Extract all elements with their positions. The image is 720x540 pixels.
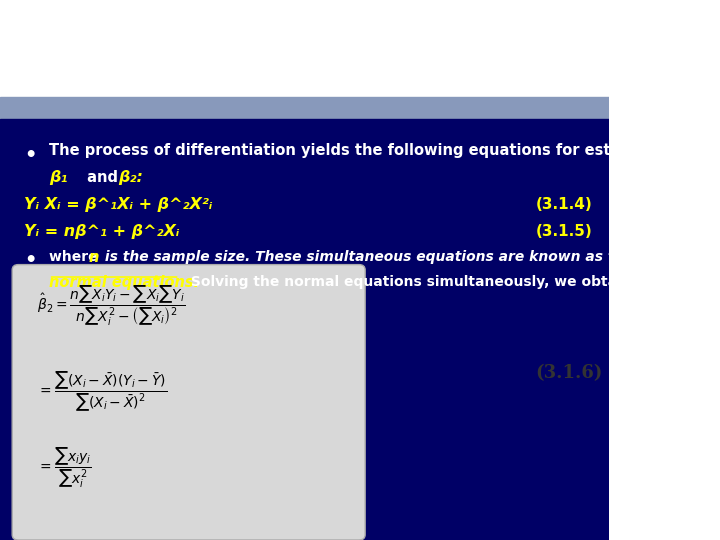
Text: is the sample size. These simultaneous equations are known as the: is the sample size. These simultaneous e…	[100, 250, 634, 264]
Text: Solving the normal equations simultaneously, we obtain:: Solving the normal equations simultaneou…	[186, 275, 636, 289]
Text: Yᵢ Xᵢ = β^₁Xᵢ + β^₂X²ᵢ: Yᵢ Xᵢ = β^₁Xᵢ + β^₂X²ᵢ	[24, 197, 212, 212]
Text: (3.1.6): (3.1.6)	[536, 363, 603, 382]
Text: n: n	[89, 250, 99, 265]
Text: •: •	[24, 146, 37, 165]
Bar	[0, 119, 608, 540]
Bar	[0, 97, 608, 119]
Text: where: where	[49, 250, 102, 264]
Text: (3.1.4): (3.1.4)	[536, 197, 593, 212]
Text: $= \dfrac{\sum(X_i - \bar{X})(Y_i - \bar{Y})}{\sum(X_i - \bar{X})^2}$: $= \dfrac{\sum(X_i - \bar{X})(Y_i - \bar…	[37, 370, 166, 414]
Text: $= \dfrac{\sum x_i y_i}{\sum x_i^2}$: $= \dfrac{\sum x_i y_i}{\sum x_i^2}$	[37, 446, 91, 490]
FancyBboxPatch shape	[12, 265, 365, 540]
Text: Yᵢ = nβ^₁ + β^₂Xᵢ: Yᵢ = nβ^₁ + β^₂Xᵢ	[24, 224, 180, 239]
Text: normal equations.: normal equations.	[49, 275, 199, 291]
Text: (3.1.5): (3.1.5)	[536, 224, 593, 239]
Text: The process of differentiation yields the following equations for estimating: The process of differentiation yields th…	[49, 143, 673, 158]
Bar	[0, 0, 608, 103]
Text: and: and	[82, 170, 123, 185]
Text: •: •	[24, 251, 37, 270]
Text: β₁: β₁	[49, 170, 67, 185]
Text: β₂:: β₂:	[119, 170, 143, 185]
Text: $\hat{\beta}_2 = \dfrac{n\sum X_i Y_i - \sum X_i \sum Y_i}{n\sum X_i^2 - \left(\: $\hat{\beta}_2 = \dfrac{n\sum X_i Y_i - …	[37, 284, 185, 328]
